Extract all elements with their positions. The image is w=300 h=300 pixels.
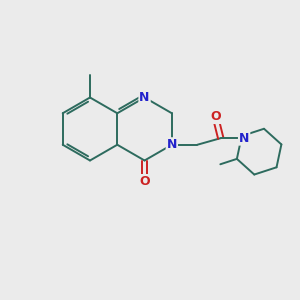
Text: N: N bbox=[167, 138, 177, 151]
Text: N: N bbox=[140, 91, 150, 104]
Text: N: N bbox=[239, 132, 249, 145]
Text: O: O bbox=[210, 110, 221, 123]
Text: O: O bbox=[139, 175, 150, 188]
